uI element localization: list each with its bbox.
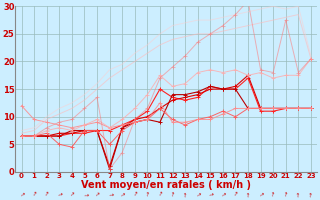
Text: ↗: ↗ [232, 192, 239, 199]
Text: ↗: ↗ [157, 192, 163, 198]
Text: ↗: ↗ [308, 192, 314, 198]
Text: ↗: ↗ [207, 192, 213, 199]
Text: ↗: ↗ [56, 192, 62, 199]
Text: ↗: ↗ [220, 192, 226, 198]
Text: ↗: ↗ [283, 192, 289, 198]
Text: ↗: ↗ [169, 192, 176, 198]
Text: ↗: ↗ [244, 192, 252, 199]
Text: ↗: ↗ [31, 192, 37, 198]
Text: ↗: ↗ [81, 192, 87, 198]
Text: ↗: ↗ [68, 192, 75, 199]
Text: ↗: ↗ [182, 192, 188, 199]
Text: ↗: ↗ [107, 192, 113, 198]
Text: ↗: ↗ [44, 192, 49, 197]
Text: ↗: ↗ [18, 192, 25, 199]
Text: ↗: ↗ [270, 192, 276, 198]
Text: ↗: ↗ [195, 192, 200, 198]
Text: ↗: ↗ [295, 192, 302, 199]
Text: ↗: ↗ [258, 192, 263, 197]
Text: ↗: ↗ [119, 192, 125, 199]
Text: ↗: ↗ [94, 192, 100, 198]
X-axis label: Vent moyen/en rafales ( km/h ): Vent moyen/en rafales ( km/h ) [81, 180, 251, 190]
Text: ↗: ↗ [144, 192, 151, 199]
Text: ↗: ↗ [132, 192, 138, 198]
